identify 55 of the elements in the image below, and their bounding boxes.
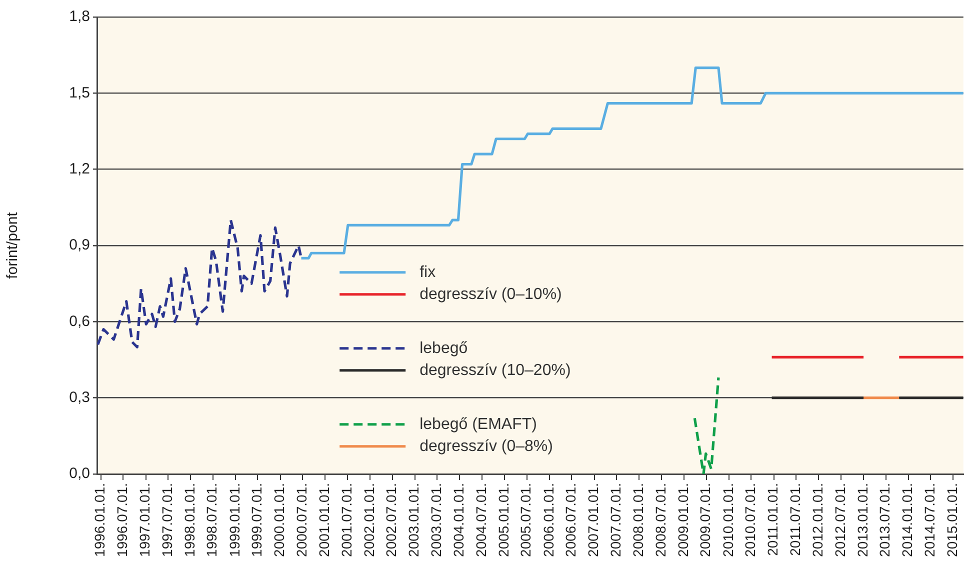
x-tick-label: 2012.01.01. [809, 483, 826, 557]
x-tick-label: 1998.01.01. [181, 483, 198, 557]
x-tick-label: 2011.01.01. [764, 483, 781, 556]
x-tick-label: 2001.07.01. [338, 483, 354, 557]
legend-label: degresszív (0–10%) [420, 286, 562, 303]
x-tick-label: 2008.07.01. [652, 483, 668, 557]
x-tick-label: 1999.01.01. [226, 483, 242, 557]
x-tick-label: 2009.07.01. [697, 483, 714, 557]
line-series [693, 376, 720, 474]
y-tick-label: 0,3 [69, 388, 90, 406]
x-tick-label: 2006.01.01. [540, 483, 556, 557]
x-tick-label: 2005.01.01. [496, 483, 512, 557]
legend-label: degresszív (0–8%) [420, 438, 553, 455]
legend-label: degresszív (10–20%) [420, 362, 571, 379]
x-tick-label: 2013.07.01. [876, 483, 893, 557]
x-tick-label: 2012.07.01. [832, 483, 848, 557]
x-tick-label: 2010.01.01. [720, 483, 736, 557]
x-tick-label: 2009.01.01. [674, 483, 691, 557]
y-tick-label: 0,9 [69, 236, 90, 254]
x-tick-label: 2003.01.01. [406, 483, 422, 557]
x-tick-label: 2010.07.01. [742, 483, 758, 557]
y-axis-title: forint/pont [4, 211, 22, 279]
legend-label: lebegő (EMAFT) [420, 416, 537, 433]
x-tick-label: 2000.07.01. [293, 483, 310, 557]
x-tick-label: 1999.07.01. [248, 483, 265, 557]
x-tick-label: 2014.07.01. [921, 483, 938, 557]
x-tick-label: 2011.07.01. [786, 483, 803, 556]
y-tick-label: 0,0 [69, 465, 90, 482]
legend-label: lebegő [420, 340, 468, 357]
x-tick-label: 2002.07.01. [383, 483, 400, 557]
x-tick-label: 2013.01.01. [854, 483, 870, 557]
legend-label: fix [420, 264, 436, 281]
x-tick-label: 2004.07.01. [472, 483, 489, 557]
x-tick-label: 2007.07.01. [607, 483, 624, 557]
x-tick-label: 2005.07.01. [518, 483, 534, 557]
x-tick-label: 2004.01.01. [450, 483, 467, 557]
x-tick-label: 1997.07.01. [158, 483, 175, 557]
x-tick-label: 2003.07.01. [428, 483, 444, 557]
y-tick-label: 1,2 [69, 160, 90, 178]
x-tick-label: 2002.01.01. [360, 483, 377, 557]
x-tick-label: 2006.07.01. [562, 483, 579, 557]
x-tick-label: 2008.01.01. [630, 483, 646, 557]
y-tick-label: 1,5 [69, 84, 90, 102]
line-series [97, 218, 303, 348]
x-tick-label: 1997.01.01. [136, 483, 153, 557]
x-tick-label: 1998.07.01. [204, 483, 220, 557]
x-tick-label: 1996.01.01. [92, 483, 108, 557]
x-tick-label: 2000.01.01. [271, 483, 288, 557]
x-tick-label: 1996.07.01. [114, 483, 130, 557]
x-tick-label: 2007.01.01. [585, 483, 602, 557]
x-tick-label: 2001.01.01. [316, 483, 332, 557]
x-tick-label: 2015.01.01. [944, 483, 960, 557]
y-tick-label: 1,8 [69, 8, 90, 26]
x-tick-label: 2014.01.01. [899, 483, 916, 557]
y-tick-label: 0,6 [69, 312, 90, 330]
